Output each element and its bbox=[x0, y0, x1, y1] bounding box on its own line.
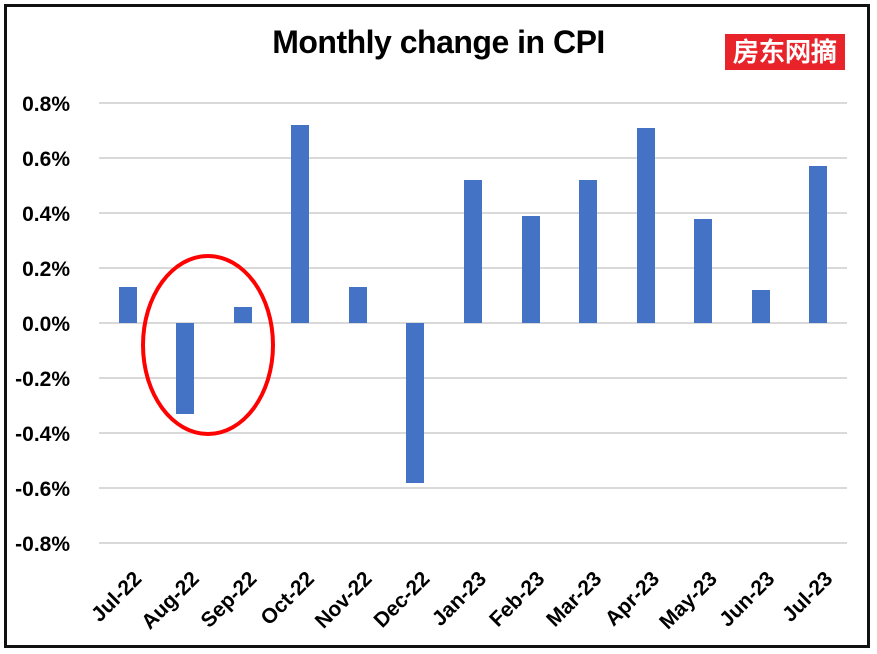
x-axis-label: Mar-23 bbox=[542, 567, 607, 632]
x-axis-label: Aug-22 bbox=[137, 567, 204, 634]
y-axis-label: 0.4% bbox=[22, 203, 70, 226]
gridline bbox=[99, 102, 847, 104]
bar-nov-22 bbox=[348, 287, 367, 323]
y-axis-label: -0.2% bbox=[15, 368, 70, 391]
y-axis-label: -0.4% bbox=[15, 423, 70, 446]
x-axis-label: Oct-22 bbox=[256, 567, 319, 630]
x-axis-label: Nov-22 bbox=[310, 567, 377, 634]
gridline bbox=[99, 432, 847, 434]
gridline bbox=[99, 377, 847, 379]
bar-oct-22 bbox=[291, 125, 310, 323]
x-axis-label: May-23 bbox=[655, 567, 722, 634]
bar-apr-23 bbox=[636, 127, 655, 323]
bar-may-23 bbox=[694, 218, 713, 323]
bar-dec-22 bbox=[406, 323, 425, 483]
y-axis-label: 0.0% bbox=[22, 313, 70, 336]
y-axis-label: 0.6% bbox=[22, 148, 70, 171]
annotation-ellipse-icon bbox=[141, 254, 275, 436]
y-axis-label: -0.8% bbox=[15, 533, 70, 556]
watermark-text: 房东网摘 bbox=[732, 37, 837, 67]
x-axis-label: Jun-23 bbox=[715, 567, 780, 632]
y-axis-label: 0.8% bbox=[22, 93, 70, 116]
gridline bbox=[99, 157, 847, 159]
bar-mar-23 bbox=[579, 180, 598, 323]
x-axis-label: Apr-23 bbox=[600, 567, 665, 631]
bar-feb-23 bbox=[521, 215, 540, 323]
bar-jun-23 bbox=[751, 290, 770, 323]
watermark-badge: 房东网摘 bbox=[725, 34, 845, 70]
gridline bbox=[99, 322, 847, 324]
y-axis-label: 0.2% bbox=[22, 258, 70, 281]
chart-border-frame bbox=[4, 4, 870, 648]
x-axis-label: Jul-23 bbox=[777, 567, 837, 627]
bar-jan-23 bbox=[464, 180, 482, 323]
chart-title: Monthly change in CPI bbox=[272, 24, 605, 60]
x-axis-label: Feb-23 bbox=[484, 567, 550, 632]
y-axis-label: -0.6% bbox=[15, 478, 70, 501]
bar-jul-22 bbox=[118, 287, 137, 323]
gridline bbox=[99, 542, 847, 544]
gridline bbox=[99, 487, 847, 489]
x-axis-label: Sep-22 bbox=[196, 567, 262, 633]
x-axis-label: Dec-22 bbox=[369, 567, 435, 633]
x-axis-label: Jan-23 bbox=[428, 567, 492, 631]
bar-jul-23 bbox=[809, 166, 828, 323]
